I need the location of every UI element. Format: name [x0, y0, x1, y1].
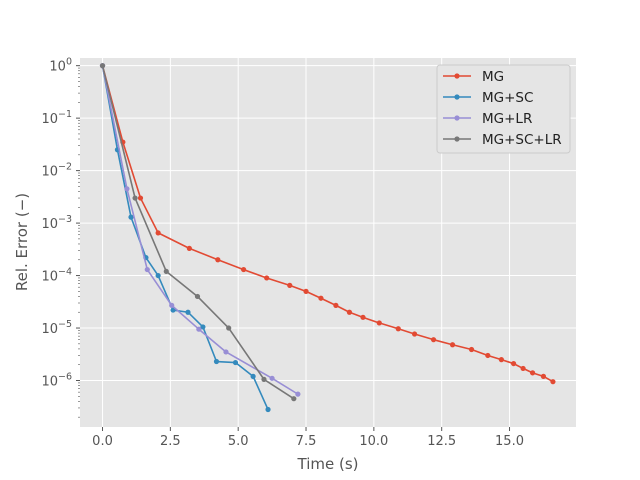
data-point [137, 195, 144, 201]
y-tick-exponent: −4 [58, 267, 72, 278]
y-tick-exponent: −6 [58, 372, 72, 383]
x-tick-label: 2.5 [160, 434, 181, 449]
data-point [226, 325, 232, 331]
grid [80, 58, 576, 427]
legend-label: MG+SC+LR [482, 132, 562, 148]
data-point [468, 346, 475, 353]
y-tick-label: 10−6 [41, 372, 72, 390]
y-tick-exponent: 0 [66, 57, 72, 68]
x-axis-ticks: 0.0 2.5 5.0 7.5 10.0 12.5 15.0 [92, 427, 524, 449]
x-tick-label: 5.0 [228, 434, 249, 449]
data-point [196, 326, 202, 332]
data-point [550, 379, 556, 385]
legend-label: MG+LR [482, 111, 532, 127]
x-tick-label: 0.0 [92, 434, 113, 449]
series-line [101, 65, 269, 410]
data-point [215, 257, 221, 263]
data-point [303, 288, 309, 294]
data-point [360, 314, 366, 320]
y-tick-label: 10−1 [41, 109, 72, 127]
data-point [194, 293, 201, 300]
data-point [485, 352, 491, 359]
y-tick-label: 10−3 [41, 214, 72, 232]
y-tick-base: 10 [41, 270, 58, 285]
y-tick-label: 10−4 [41, 267, 72, 285]
legend-swatch-marker [454, 136, 460, 142]
y-tick-base: 10 [49, 60, 66, 75]
y-tick-label: 10−2 [41, 162, 72, 180]
y-tick-label: 100 [49, 57, 72, 75]
data-point [269, 375, 275, 381]
data-point [411, 331, 418, 337]
x-tick-label: 10.0 [359, 434, 388, 449]
y-tick-base: 10 [41, 217, 58, 232]
y-axis-label: Rel. Error (−) [13, 193, 31, 291]
y-tick-exponent: −5 [58, 319, 72, 330]
data-point [128, 214, 134, 220]
data-point [213, 358, 220, 365]
y-tick-base: 10 [41, 112, 58, 127]
data-point [498, 357, 504, 363]
data-point [223, 349, 229, 355]
legend-swatch-marker [454, 115, 460, 121]
x-tick-label: 15.0 [495, 434, 524, 449]
data-point [241, 266, 247, 273]
data-point [291, 396, 297, 402]
data-point [185, 309, 191, 315]
y-tick-base: 10 [41, 165, 58, 180]
data-point [155, 230, 161, 236]
minor-ticks [78, 67, 80, 418]
data-point [449, 342, 456, 348]
data-point [265, 406, 271, 413]
data-point [250, 373, 256, 379]
legend-label: MG+SC [482, 90, 533, 106]
data-point [540, 373, 547, 379]
data-point [264, 275, 270, 281]
x-axis-label: Time (s) [297, 455, 359, 473]
y-tick-exponent: −3 [58, 214, 72, 225]
data-point [346, 309, 353, 315]
y-tick-base: 10 [41, 375, 58, 390]
data-point [287, 282, 293, 288]
data-point [200, 324, 206, 330]
y-tick-base: 10 [41, 322, 58, 337]
data-point [124, 186, 130, 192]
x-tick-label: 12.5 [427, 434, 456, 449]
x-tick-label: 7.5 [296, 434, 317, 449]
y-tick-exponent: −2 [58, 162, 72, 173]
data-point [261, 376, 267, 382]
data-point [376, 320, 382, 326]
data-point [99, 63, 106, 69]
y-tick-exponent: −1 [58, 109, 72, 120]
series-layer [99, 63, 556, 413]
series-mg-sc-lr [99, 63, 297, 402]
data-point [186, 245, 192, 251]
data-point [395, 326, 401, 332]
data-point [520, 365, 526, 372]
y-tick-label: 10−5 [41, 319, 72, 337]
data-point [163, 268, 169, 275]
data-point [232, 359, 239, 366]
data-point [132, 195, 138, 201]
data-point [169, 302, 175, 308]
data-point [144, 266, 150, 273]
data-point [529, 370, 536, 376]
data-point [430, 337, 437, 343]
data-point [155, 272, 161, 279]
legend-swatch-marker [454, 94, 460, 100]
legend-swatch-marker [454, 73, 460, 79]
legend: MG MG+SC MG+LR MG+SC+LR [436, 64, 571, 154]
data-point [318, 295, 324, 301]
legend-box [436, 64, 571, 154]
data-point [333, 302, 339, 308]
legend-label: MG [482, 69, 504, 85]
data-point [510, 360, 517, 367]
series-line [101, 65, 299, 395]
data-point [295, 391, 301, 397]
